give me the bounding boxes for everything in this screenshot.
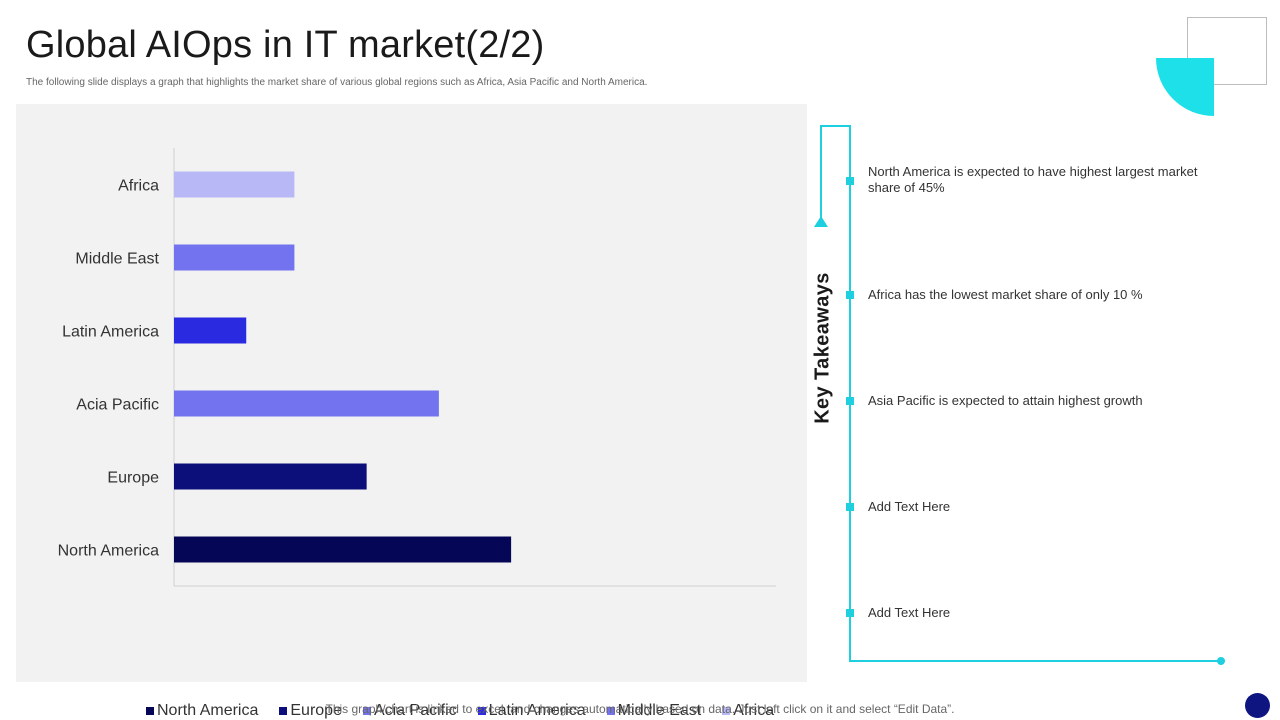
legend-item: Africa <box>722 702 774 720</box>
decorative-outline-square <box>1187 17 1267 85</box>
key-takeaways-heading: Key Takeaways <box>811 272 834 424</box>
legend-label: Middle East <box>617 702 702 719</box>
legend-swatch <box>606 707 615 715</box>
page-title: Global AIOps in IT market(2/2) <box>26 24 545 66</box>
legend-label: Acia Pacific <box>373 702 457 719</box>
takeaway-marker <box>846 177 854 185</box>
takeaway-item-2: Africa has the lowest market share of on… <box>868 287 1143 302</box>
bar-chart[interactable]: Africa Middle East Latin America Acia Pacif… <box>16 104 807 682</box>
legend-swatch <box>362 707 371 715</box>
legend-label: Europe <box>290 702 342 719</box>
legend-item: Middle East <box>606 702 702 720</box>
legend-label: Latin America <box>488 702 586 719</box>
bar-africa <box>174 171 295 198</box>
chart-legend: North America Europe Acia Pacific Latin Ame… <box>146 702 774 720</box>
footer-badge <box>1245 693 1270 718</box>
category-label: Middle East <box>75 251 159 268</box>
legend-label: Africa <box>733 702 775 719</box>
category-label: Africa <box>118 178 159 195</box>
category-label: Acia Pacific <box>76 397 159 414</box>
legend-item: North America <box>146 702 258 720</box>
timeline-line <box>849 125 851 662</box>
legend-item: Latin America <box>477 702 586 720</box>
takeaway-marker <box>846 503 854 511</box>
takeaway-marker <box>846 397 854 405</box>
bar-latin-america <box>174 317 247 344</box>
legend-swatch <box>477 707 486 715</box>
bar-acia-pacific <box>174 390 439 417</box>
takeaway-item-4: Add Text Here <box>868 499 951 514</box>
takeaway-marker <box>846 291 854 299</box>
takeaway-item-3: Asia Pacific is expected to attain highe… <box>868 393 1143 408</box>
footer-note: This graph/chart is linked to excel, and… <box>325 702 955 716</box>
takeaway-marker <box>846 609 854 617</box>
legend-item: Europe <box>279 702 342 720</box>
legend-swatch <box>722 707 731 715</box>
takeaway-item-1: North America is expected to have highes… <box>868 164 1198 195</box>
bar-europe <box>174 463 367 490</box>
timeline-bottom-line <box>849 660 1221 662</box>
decorative-quarter-circle <box>1156 58 1214 116</box>
page-subtitle: The following slide displays a graph tha… <box>26 77 648 88</box>
arrow-up-icon <box>814 216 828 227</box>
timeline-top-connector <box>821 125 850 127</box>
legend-swatch <box>279 707 288 715</box>
bars-group: Africa Middle East Latin America Acia Pacif… <box>58 171 512 563</box>
legend-item: Acia Pacific <box>362 702 457 720</box>
takeaway-item-5: Add Text Here <box>868 605 951 620</box>
bar-north-america <box>174 536 512 563</box>
category-label: North America <box>58 543 159 560</box>
category-label: Latin America <box>62 324 159 341</box>
chart-panel[interactable]: Africa Middle East Latin America Acia Pacif… <box>16 104 807 719</box>
bar-middle-east <box>174 244 295 271</box>
legend-label: North America <box>157 702 259 719</box>
category-label: Europe <box>107 470 159 487</box>
timeline-left-connector <box>820 125 822 221</box>
legend-swatch <box>146 707 154 715</box>
timeline-end-dot <box>1217 657 1225 665</box>
